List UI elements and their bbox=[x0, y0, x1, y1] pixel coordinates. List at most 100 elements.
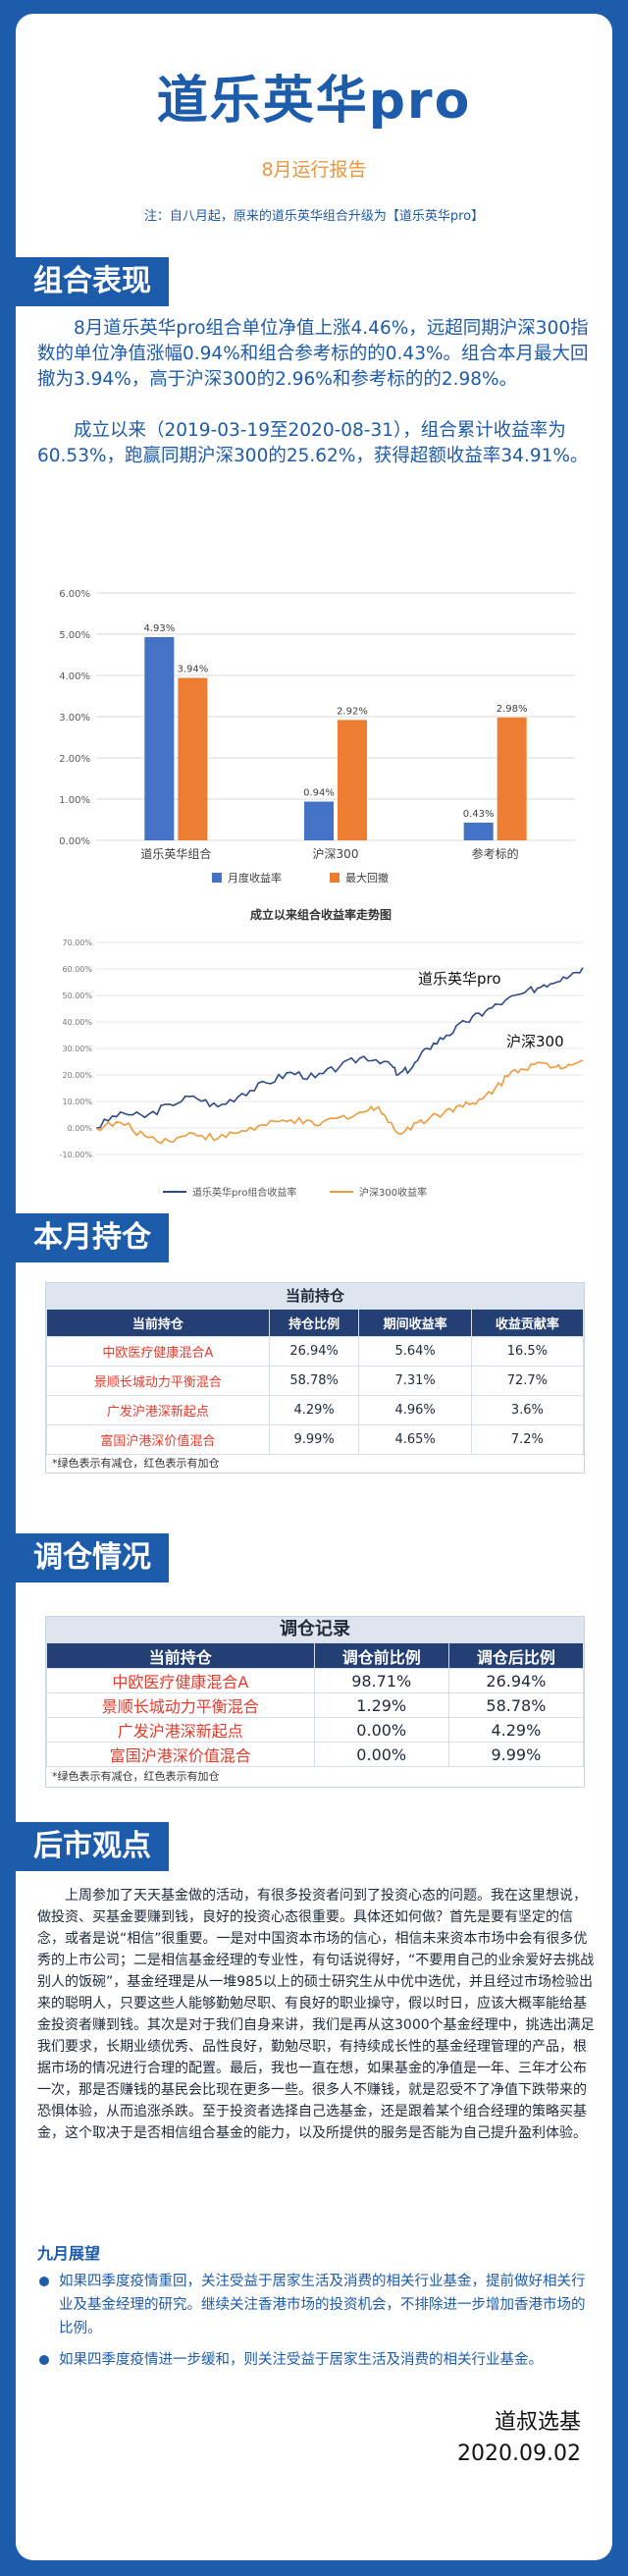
before-cell: 0.00% bbox=[313, 1717, 449, 1743]
legend-swatch bbox=[212, 873, 222, 883]
outlook-bullet-text: 如果四季度疫情重回，关注受益于居家生活及消费的相关行业基金，提前做好相关行业及基… bbox=[59, 2274, 586, 2336]
data-label: 2.98% bbox=[497, 704, 528, 715]
rebalance-table: 调仓记录 当前持仓 调仓前比例 调仓后比例 中欧医疗健康混合A 98.71% 2… bbox=[45, 1616, 585, 1788]
before-cell: 0.00% bbox=[313, 1742, 449, 1767]
series-line bbox=[95, 1059, 584, 1145]
table-row: 富国沪港深价值混合 0.00% 9.99% bbox=[46, 1742, 585, 1767]
table-row: 中欧医疗健康混合A 98.71% 26.94% bbox=[46, 1668, 585, 1693]
data-label: 2.92% bbox=[337, 706, 368, 717]
fund-name: 广发沪港深新起点 bbox=[46, 1395, 270, 1425]
fund-name: 富国沪港深价值混合 bbox=[46, 1424, 270, 1455]
y-tick-label: 40.00% bbox=[62, 1018, 92, 1027]
before-cell: 1.29% bbox=[313, 1692, 449, 1718]
holdings-header-fund: 当前持仓 bbox=[46, 1309, 270, 1337]
legend-label: 最大回撤 bbox=[345, 871, 389, 885]
return-cell: 4.96% bbox=[358, 1395, 472, 1425]
contribution-cell: 3.6% bbox=[470, 1395, 585, 1425]
y-tick-label: 5.00% bbox=[59, 630, 90, 641]
before-cell: 98.71% bbox=[313, 1668, 449, 1693]
outlook-plan-title: 九月展望 bbox=[37, 2244, 101, 2263]
y-tick-label: 3.00% bbox=[59, 713, 90, 724]
table-row: 中欧医疗健康混合A 26.94% 5.64% 16.5% bbox=[46, 1336, 585, 1367]
rebalance-header-before: 调仓前比例 bbox=[313, 1642, 449, 1669]
holdings-header-weight: 持仓比例 bbox=[268, 1309, 360, 1337]
return-cell: 7.31% bbox=[358, 1366, 472, 1396]
fund-name: 景顺长城动力平衡混合 bbox=[46, 1366, 270, 1396]
return-cell: 5.64% bbox=[358, 1336, 472, 1367]
after-cell: 9.99% bbox=[447, 1742, 585, 1767]
after-cell: 26.94% bbox=[447, 1668, 585, 1693]
rebalance-footnote: *绿色表示有减仓，红色表示有加仓 bbox=[52, 1770, 220, 1783]
x-tick-label: 道乐英华组合 bbox=[140, 846, 211, 861]
y-tick-label: 60.00% bbox=[62, 965, 92, 974]
y-tick-label: 6.00% bbox=[59, 589, 90, 600]
table-row: 景顺长城动力平衡混合 1.29% 58.78% bbox=[46, 1692, 585, 1718]
rebalance-header-after: 调仓后比例 bbox=[447, 1642, 585, 1669]
contribution-cell: 7.2% bbox=[470, 1424, 585, 1455]
chart-title: 成立以来组合收益率走势图 bbox=[250, 907, 392, 922]
bullet-dot-icon bbox=[39, 2355, 49, 2365]
outlook-bullet: 如果四季度疫情进一步缓和，则关注受益于居家生活及消费的相关行业基金。 bbox=[37, 2348, 593, 2372]
y-tick-label: 20.00% bbox=[62, 1071, 92, 1080]
fund-name: 中欧医疗健康混合A bbox=[46, 1668, 315, 1693]
legend-label: 月度收益率 bbox=[228, 871, 282, 885]
table-row: 景顺长城动力平衡混合 58.78% 7.31% 72.7% bbox=[46, 1366, 585, 1396]
legend-swatch bbox=[330, 873, 340, 883]
x-tick-label: 参考标的 bbox=[472, 846, 519, 861]
performance-paragraph-2: 成立以来（2019-03-19至2020-08-31），组合累计收益率为60.5… bbox=[37, 420, 589, 466]
bar bbox=[178, 677, 208, 840]
holdings-footnote: *绿色表示有减仓，红色表示有加仓 bbox=[52, 1457, 220, 1470]
fund-name: 富国沪港深价值混合 bbox=[46, 1742, 315, 1767]
rebalance-header-fund: 当前持仓 bbox=[46, 1642, 315, 1669]
y-tick-label: 1.00% bbox=[59, 795, 90, 806]
contribution-cell: 72.7% bbox=[470, 1366, 585, 1396]
weight-cell: 9.99% bbox=[268, 1424, 360, 1455]
performance-paragraph-1: 8月道乐英华pro组合单位净值上涨4.46%，远超同期沪深300指数的单位净值涨… bbox=[37, 318, 589, 390]
legend-label: 沪深300收益率 bbox=[359, 1186, 427, 1199]
bar bbox=[463, 822, 494, 840]
return-cell: 4.65% bbox=[358, 1424, 472, 1455]
section-heading-holdings: 本月持仓 bbox=[16, 1213, 169, 1262]
outlook-bullet-text: 如果四季度疫情进一步缓和，则关注受益于居家生活及消费的相关行业基金。 bbox=[59, 2352, 543, 2368]
data-label: 0.94% bbox=[303, 788, 335, 799]
line-chart-container: 成立以来组合收益率走势图 -10.00% 0.00% 10.00% 20.00% 30.0… bbox=[45, 903, 597, 1208]
outlook-body: 上周参加了天天基金做的活动，有很多投资者问到了投资心态的问题。我在这里想说，做投… bbox=[37, 1888, 595, 2141]
data-label: 4.93% bbox=[143, 623, 175, 634]
contribution-cell: 16.5% bbox=[470, 1336, 585, 1367]
signature-block: 道叔选基 2020.09.02 bbox=[457, 2407, 581, 2470]
fund-name: 景顺长城动力平衡混合 bbox=[46, 1692, 315, 1718]
y-tick-label: 10.00% bbox=[62, 1098, 92, 1106]
table-row: 广发沪港深新起点 4.29% 4.96% 3.6% bbox=[46, 1395, 585, 1425]
data-label: 3.94% bbox=[177, 665, 208, 675]
weight-cell: 58.78% bbox=[268, 1366, 360, 1396]
report-date: 2020.09.02 bbox=[457, 2442, 581, 2466]
bar bbox=[338, 720, 367, 840]
y-tick-label: 4.00% bbox=[59, 671, 90, 682]
section-heading-performance: 组合表现 bbox=[16, 257, 169, 306]
after-cell: 4.29% bbox=[447, 1717, 585, 1743]
legend-label: 道乐英华pro组合收益率 bbox=[192, 1186, 296, 1199]
data-label: 0.43% bbox=[463, 809, 495, 820]
report-title: 道乐英华pro bbox=[156, 72, 472, 131]
bar bbox=[304, 801, 334, 840]
table-row: 广发沪港深新起点 0.00% 4.29% bbox=[46, 1717, 585, 1743]
x-tick-label: 沪深300 bbox=[313, 847, 359, 861]
cumulative-return-line-chart: 成立以来组合收益率走势图 -10.00% 0.00% 10.00% 20.00% 30.0… bbox=[60, 907, 584, 1199]
section-heading-rebalance: 调仓情况 bbox=[16, 1533, 169, 1583]
y-tick-label: 0.00% bbox=[68, 1124, 93, 1133]
holdings-table-title: 当前持仓 bbox=[46, 1283, 584, 1309]
bullet-dot-icon bbox=[39, 2277, 49, 2286]
bar bbox=[497, 717, 527, 840]
table-row: 富国沪港深价值混合 9.99% 4.65% 7.2% bbox=[46, 1424, 585, 1455]
report-subtitle: 8月运行报告 bbox=[261, 159, 367, 181]
holdings-header-contribution: 收益贡献率 bbox=[470, 1309, 585, 1337]
y-tick-label: 2.00% bbox=[59, 754, 90, 765]
outlook-bullet: 如果四季度疫情重回，关注受益于居家生活及消费的相关行业基金，提前做好相关行业及基… bbox=[37, 2270, 593, 2340]
fund-name: 广发沪港深新起点 bbox=[46, 1717, 315, 1743]
weight-cell: 4.29% bbox=[268, 1395, 360, 1425]
y-tick-label: -10.00% bbox=[60, 1151, 93, 1159]
holdings-table: 当前持仓 当前持仓 持仓比例 期间收益率 收益贡献率 中欧医疗健康混合A 26.… bbox=[45, 1282, 585, 1474]
series-label: 沪深300 bbox=[506, 1033, 564, 1050]
series-line bbox=[95, 967, 584, 1129]
series-label: 道乐英华pro bbox=[418, 970, 501, 988]
